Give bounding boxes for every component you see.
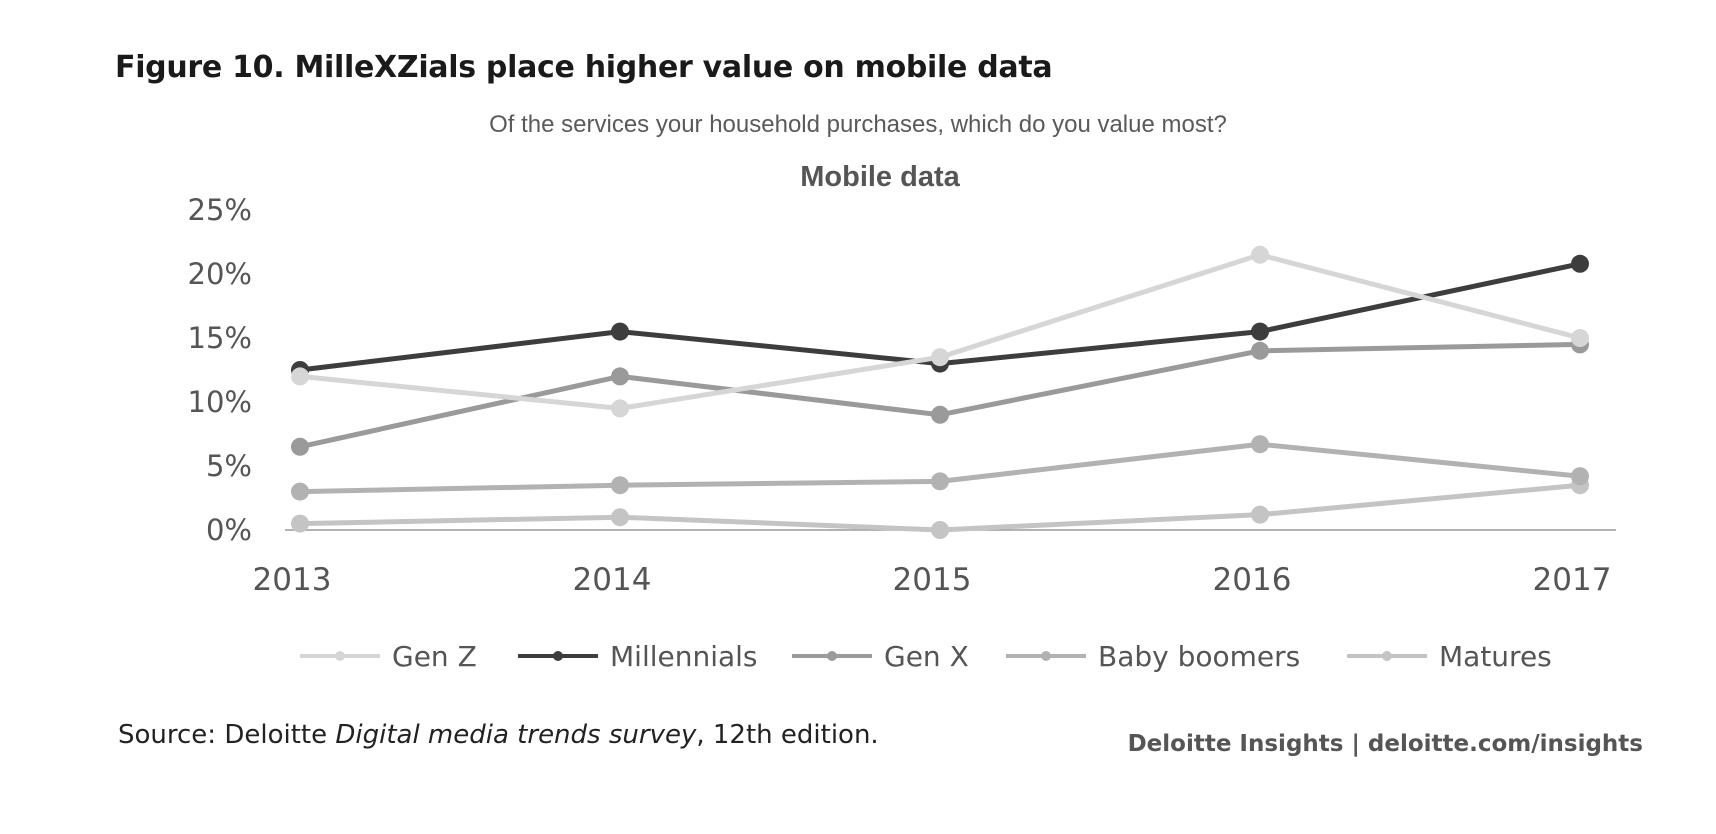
data-point (1251, 245, 1269, 264)
source-note: Source: Deloitte Digital media trends su… (118, 720, 879, 750)
data-point (1571, 329, 1589, 347)
y-tick-label: 10% (188, 385, 252, 419)
data-point (611, 399, 629, 418)
y-tick-label: 5% (206, 449, 252, 483)
data-point (931, 348, 949, 367)
brand-link[interactable]: Deloitte Insights | deloitte.com/insight… (1127, 731, 1643, 757)
x-tick-label: 2017 (1533, 562, 1612, 598)
data-point (1251, 341, 1269, 360)
legend-item: Gen X (792, 640, 969, 673)
x-tick-label: 2016 (1213, 562, 1292, 598)
data-point (611, 508, 629, 527)
source-italic: Digital media trends survey (335, 720, 697, 750)
legend-label: Baby boomers (1098, 640, 1300, 673)
y-tick-label: 0% (206, 513, 252, 547)
data-point (1251, 435, 1269, 454)
legend-item: Millennials (518, 640, 758, 673)
chart-subtitle: Of the services your household purchases… (489, 111, 1227, 138)
legend-swatch-marker (1382, 651, 1392, 661)
x-tick-label: 2014 (573, 562, 652, 598)
data-point (931, 521, 949, 539)
source-prefix: Source: Deloitte (118, 720, 336, 750)
series-matures (291, 476, 1589, 539)
legend-swatch-marker (827, 651, 837, 661)
series-gen-z (291, 245, 1589, 418)
data-point (611, 476, 629, 495)
legend-item: Baby boomers (1006, 640, 1300, 673)
data-point (291, 482, 309, 501)
legend-item: Gen Z (300, 640, 477, 673)
chart-title: Mobile data (800, 161, 960, 193)
data-point (291, 514, 309, 533)
legend-swatch-marker (1041, 651, 1051, 661)
y-tick-label: 15% (188, 321, 252, 355)
y-tick-label: 25% (188, 193, 252, 227)
series-baby-boomers (291, 435, 1589, 501)
series-line (299, 252, 1581, 411)
source-suffix: , 12th edition. (696, 720, 879, 750)
data-point (931, 472, 949, 491)
x-tick-label: 2015 (893, 562, 972, 598)
chart-axes: 0% 5% 10% 15% 20% 25% 2013 2014 2015 2016 2017 (188, 193, 1616, 598)
legend-item: Matures (1347, 640, 1552, 673)
data-point (611, 367, 629, 386)
data-point (611, 322, 629, 341)
data-point (1251, 505, 1269, 524)
legend-label: Matures (1439, 640, 1552, 673)
data-point (1571, 467, 1589, 486)
legend-label: Gen X (884, 640, 969, 673)
x-tick-label: 2013 (253, 562, 332, 598)
data-point (1571, 254, 1589, 273)
y-tick-label: 20% (188, 257, 252, 291)
legend-label: Millennials (610, 640, 758, 673)
data-point (931, 405, 949, 424)
series-lines (291, 245, 1589, 539)
data-point (291, 367, 309, 386)
line-chart: Mobile data 0% 5% 10% 15% 20% 25% 2013 2014 2015… (188, 161, 1616, 673)
chart-legend: Gen Z Millennials Gen X Baby boomers Matures (300, 640, 1552, 673)
figure-title: Figure 10. MilleXZials place higher valu… (115, 50, 1053, 85)
data-point (1251, 322, 1269, 341)
data-point (291, 437, 309, 456)
legend-swatch-marker (553, 651, 563, 661)
legend-label: Gen Z (392, 640, 477, 673)
legend-swatch-marker (335, 651, 345, 661)
